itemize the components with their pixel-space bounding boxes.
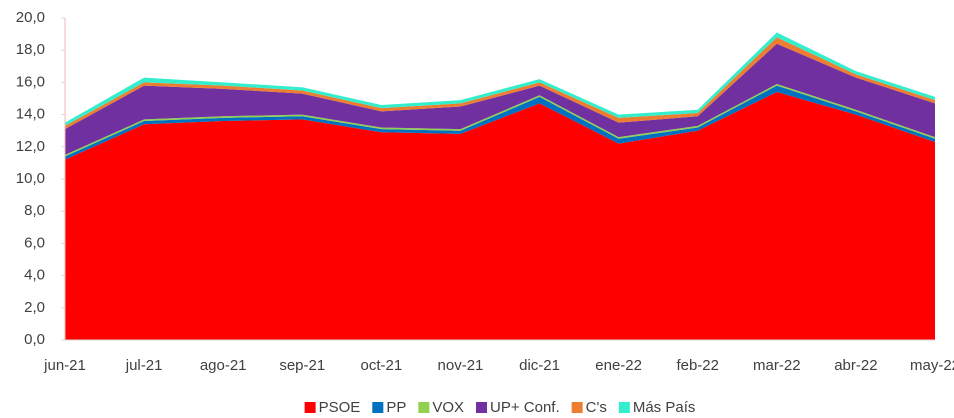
x-tick-label: ago-21 xyxy=(200,357,247,374)
x-tick-label: ene-22 xyxy=(595,357,642,374)
y-tick-label: 18,0 xyxy=(16,41,45,58)
x-tick-label: nov-21 xyxy=(438,357,484,374)
y-tick-label: 16,0 xyxy=(16,73,45,90)
legend-swatch xyxy=(476,402,488,413)
legend-swatch xyxy=(304,402,316,413)
legend-swatch xyxy=(618,402,630,413)
legend-swatch xyxy=(571,402,583,413)
y-tick-label: 14,0 xyxy=(16,106,45,123)
x-tick-label: jul-21 xyxy=(125,357,163,374)
x-tick-label: abr-22 xyxy=(834,357,877,374)
y-tick-label: 6,0 xyxy=(24,234,45,251)
y-tick-label: 8,0 xyxy=(24,202,45,219)
x-tick-label: dic-21 xyxy=(519,357,560,374)
legend-label: PSOE xyxy=(319,399,361,416)
area xyxy=(65,43,935,155)
y-tick-label: 4,0 xyxy=(24,267,45,284)
x-tick-label: feb-22 xyxy=(676,357,719,374)
legend-label: PP xyxy=(386,399,406,416)
x-tick-label: may-22 xyxy=(910,357,954,374)
x-tick-label: oct-21 xyxy=(361,357,403,374)
y-tick-label: 20,0 xyxy=(16,9,45,26)
x-tick-label: mar-22 xyxy=(753,357,801,374)
area xyxy=(65,92,935,340)
y-tick-label: 2,0 xyxy=(24,299,45,316)
y-tick-label: 0,0 xyxy=(24,331,45,348)
legend-swatch xyxy=(418,402,430,413)
legend-label: UP+ Conf. xyxy=(490,399,560,416)
x-tick-label: jun-21 xyxy=(43,357,86,374)
legend-label: VOX xyxy=(432,399,464,416)
y-tick-label: 10,0 xyxy=(16,170,45,187)
y-tick-label: 12,0 xyxy=(16,138,45,155)
legend-label: C's xyxy=(586,399,607,416)
x-tick-label: sep-21 xyxy=(279,357,325,374)
legend-swatch xyxy=(372,402,384,413)
legend-label: Más País xyxy=(633,399,696,416)
